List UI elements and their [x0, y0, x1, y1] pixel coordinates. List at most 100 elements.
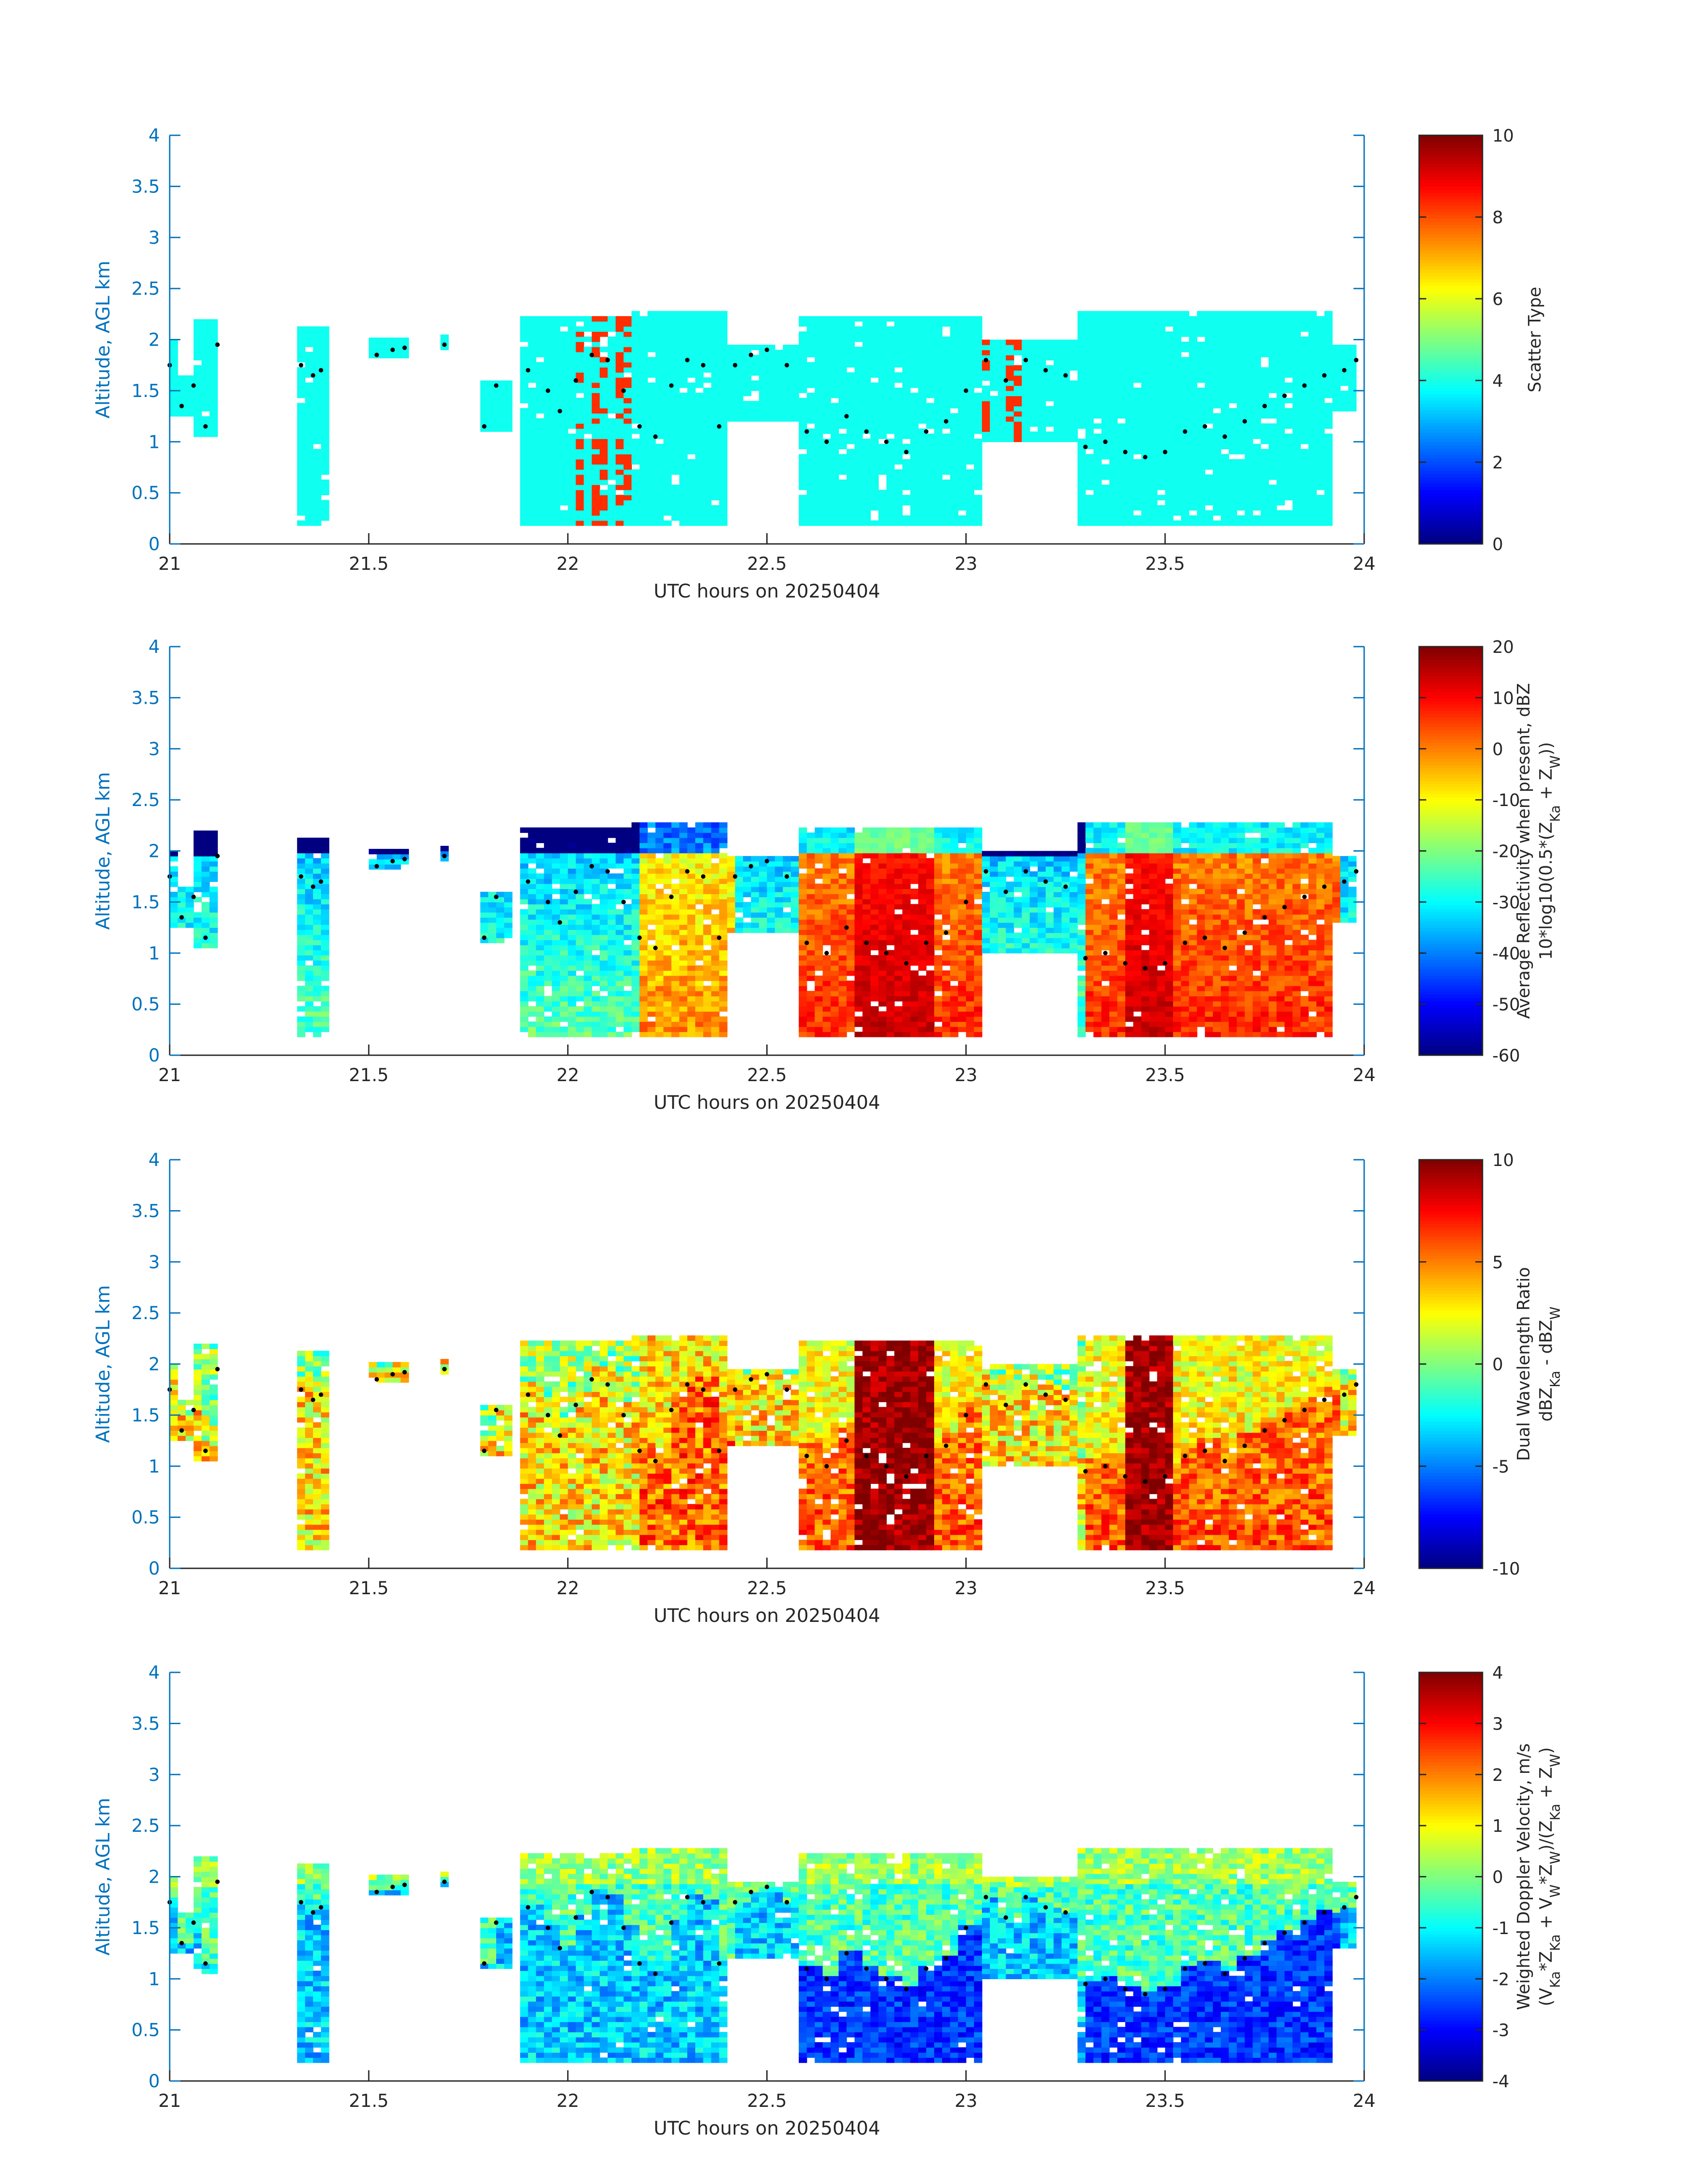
heatmap-cell	[798, 433, 807, 439]
heatmap-cell	[520, 336, 529, 342]
heatmap-cell	[536, 986, 544, 991]
heatmap-cell	[401, 848, 409, 855]
heatmap-cell	[1093, 439, 1102, 444]
heatmap-cell	[1308, 443, 1317, 449]
y-tick-label: 3.5	[131, 176, 160, 197]
heatmap-cell	[974, 316, 982, 322]
heatmap-cell	[1165, 489, 1173, 495]
heatmap-cell	[1261, 479, 1269, 485]
heatmap-cell	[600, 439, 608, 444]
heatmap-cell	[592, 919, 600, 925]
heatmap-cell	[1006, 385, 1015, 391]
heatmap-cell	[600, 449, 608, 455]
heatmap-cell	[1125, 495, 1134, 501]
heatmap-cell	[950, 382, 959, 388]
heatmap-cell	[544, 357, 552, 363]
heatmap-cell	[1077, 423, 1086, 429]
heatmap-cell	[600, 827, 608, 833]
heatmap-cell	[600, 975, 608, 981]
heatmap-cell	[926, 454, 935, 460]
heatmap-cell	[592, 878, 600, 884]
heatmap-cell	[321, 459, 330, 465]
heatmap-cell	[1117, 443, 1126, 449]
heatmap-cell	[886, 489, 895, 495]
heatmap-cell	[536, 408, 544, 414]
heatmap-cell	[1269, 403, 1277, 409]
heatmap-cell	[528, 1032, 537, 1037]
heatmap-cell	[576, 914, 585, 920]
heatmap-cell	[671, 449, 680, 455]
heatmap-cell	[1157, 351, 1165, 358]
heatmap-cell	[1276, 397, 1285, 404]
heatmap-cell	[823, 489, 831, 495]
heatmap-cell	[814, 449, 823, 455]
heatmap-cell	[584, 1001, 592, 1007]
heatmap-cell	[942, 443, 951, 449]
heatmap-cell	[1165, 495, 1173, 501]
heatmap-cell	[1030, 416, 1038, 422]
heatmap-cell	[631, 515, 640, 521]
heatmap-cell	[576, 837, 585, 843]
heatmap-cell	[1022, 360, 1030, 366]
heatmap-cell	[671, 454, 680, 460]
heatmap-cell	[942, 510, 951, 516]
heatmap-cell	[592, 474, 600, 480]
heatmap-cell	[1173, 362, 1182, 368]
colorbar-segment	[1419, 311, 1482, 315]
heatmap-cell	[177, 922, 186, 928]
heatmap-cell	[1077, 408, 1086, 414]
heatmap-cell	[687, 362, 696, 368]
heatmap-cell	[528, 469, 537, 475]
heatmap-cell	[1061, 390, 1070, 397]
heatmap-cell	[719, 449, 728, 455]
heatmap-cell	[1053, 396, 1062, 401]
heatmap-cell	[576, 1021, 585, 1027]
heatmap-cell	[576, 965, 585, 971]
heatmap-cell	[679, 321, 688, 327]
heatmap-cell	[1093, 469, 1102, 475]
heatmap-cell	[615, 837, 624, 843]
heatmap-cell	[1244, 311, 1253, 317]
heatmap-cell	[480, 902, 489, 908]
heatmap-cell	[854, 393, 863, 398]
heatmap-cell	[823, 423, 831, 429]
heatmap-cell	[934, 408, 943, 414]
heatmap-cell	[560, 433, 568, 439]
heatmap-cell	[552, 827, 560, 833]
heatmap-cell	[695, 500, 704, 506]
heatmap-cell	[552, 357, 560, 363]
heatmap-cell	[1125, 382, 1134, 388]
heatmap-cell	[1244, 459, 1253, 465]
heatmap-cell	[1077, 331, 1086, 337]
heatmap-cell	[695, 510, 704, 516]
heatmap-cell	[974, 469, 982, 475]
heatmap-cell	[711, 367, 720, 373]
heatmap-cell	[1316, 336, 1325, 342]
heatmap-cell	[1316, 362, 1325, 368]
heatmap-cell	[177, 897, 186, 903]
heatmap-cell	[552, 858, 560, 864]
heatmap-cell	[1085, 347, 1094, 352]
heatmap-cell	[1045, 370, 1054, 376]
heatmap-cell	[966, 403, 974, 409]
heatmap-cell	[1077, 505, 1086, 511]
heatmap-cell	[528, 321, 537, 327]
heatmap-cell	[1125, 357, 1134, 363]
heatmap-cell	[1228, 388, 1237, 393]
heatmap-cell	[1197, 418, 1206, 424]
heatmap-cell	[305, 924, 313, 930]
heatmap-cell	[966, 342, 974, 347]
heatmap-cell	[209, 431, 218, 437]
heatmap-cell	[870, 428, 879, 434]
heatmap-cell	[679, 397, 688, 404]
heatmap-cell	[679, 505, 688, 511]
heatmap-cell	[719, 433, 728, 439]
heatmap-cell	[1244, 520, 1253, 526]
heatmap-cell	[297, 469, 305, 475]
heatmap-cell	[831, 505, 839, 511]
cloud-base-point	[964, 388, 969, 393]
heatmap-cell	[1165, 342, 1173, 347]
heatmap-cell	[639, 443, 648, 449]
heatmap-cell	[1117, 413, 1126, 419]
heatmap-cell	[520, 894, 529, 899]
